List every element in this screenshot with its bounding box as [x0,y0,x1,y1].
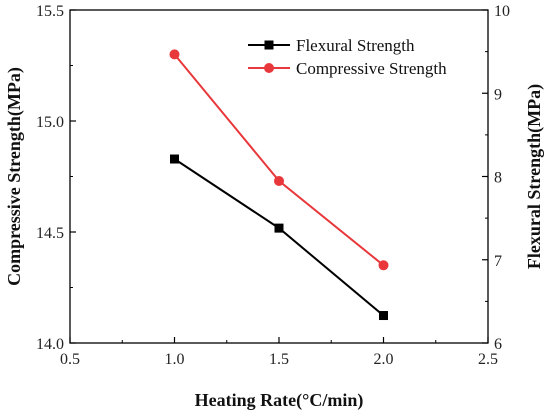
y-left-tick-label: 15.0 [36,114,64,131]
x-tick-label: 1.5 [269,351,289,368]
y-axis-right-title: Flexural Strength(MPa) [524,84,545,269]
y-left-tick-label: 14.0 [36,336,64,353]
flexural-strength-point [170,154,179,164]
legend-flexural-strength-marker [264,40,274,50]
y-right-tick-label: 10 [494,3,510,20]
legend-compressive-strength-label: Compressive Strength [296,59,447,78]
compressive-strength-point [378,260,389,271]
x-tick-label: 2.5 [478,351,498,368]
y-left-tick-label: 15.5 [36,3,64,20]
y-right-tick-label: 9 [494,86,502,103]
y-axis-left-title: Compressive Strength(MPa) [4,67,25,286]
y-right-tick-label: 6 [494,336,502,353]
y-left-tick-label: 14.5 [36,225,64,242]
series-group [169,49,389,321]
compressive-strength-line [173,53,385,267]
x-tick-label: 2.0 [374,351,394,368]
legend-flexural-strength-label: Flexural Strength [296,36,415,55]
ticks: 0.5 1.0 1.5 2.0 2.5 14.0 14.5 15.0 15.5 6 7 8 9 10 [36,3,510,368]
flexural-strength-point [379,311,388,321]
compressive-strength-point [274,175,284,186]
y-right-tick-label: 8 [494,170,502,187]
flexural-strength-point [274,223,284,233]
x-axis-title: Heating Rate(°C/min) [195,390,364,411]
x-tick-label: 0.5 [60,351,80,368]
x-tick-label: 1.0 [165,351,185,368]
compressive-strength-point [169,49,180,60]
legend-compressive-strength-marker [264,63,274,73]
legend: Flexural Strength Compressive Strength [248,36,447,78]
y-right-tick-label: 7 [494,253,502,270]
